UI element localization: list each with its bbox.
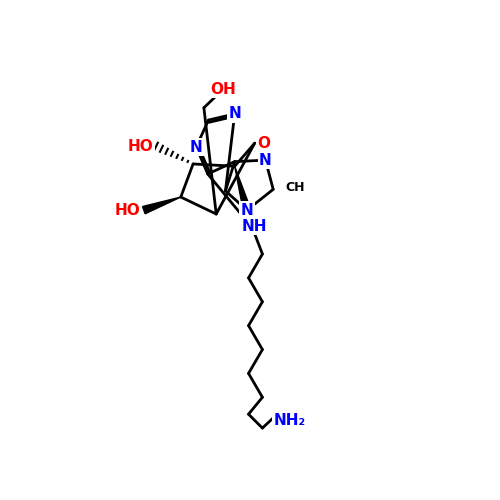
Text: N: N [228, 106, 241, 122]
Polygon shape [142, 197, 181, 214]
Text: CH: CH [286, 182, 305, 194]
Text: N: N [240, 202, 254, 218]
Text: NH: NH [241, 219, 266, 234]
Text: O: O [258, 136, 270, 150]
Text: HO: HO [115, 202, 141, 218]
Text: NH₂: NH₂ [274, 413, 306, 428]
Text: HO: HO [128, 138, 153, 154]
Text: OH: OH [210, 82, 236, 97]
Text: N: N [259, 152, 272, 168]
Polygon shape [234, 166, 250, 211]
Text: N: N [190, 140, 202, 154]
